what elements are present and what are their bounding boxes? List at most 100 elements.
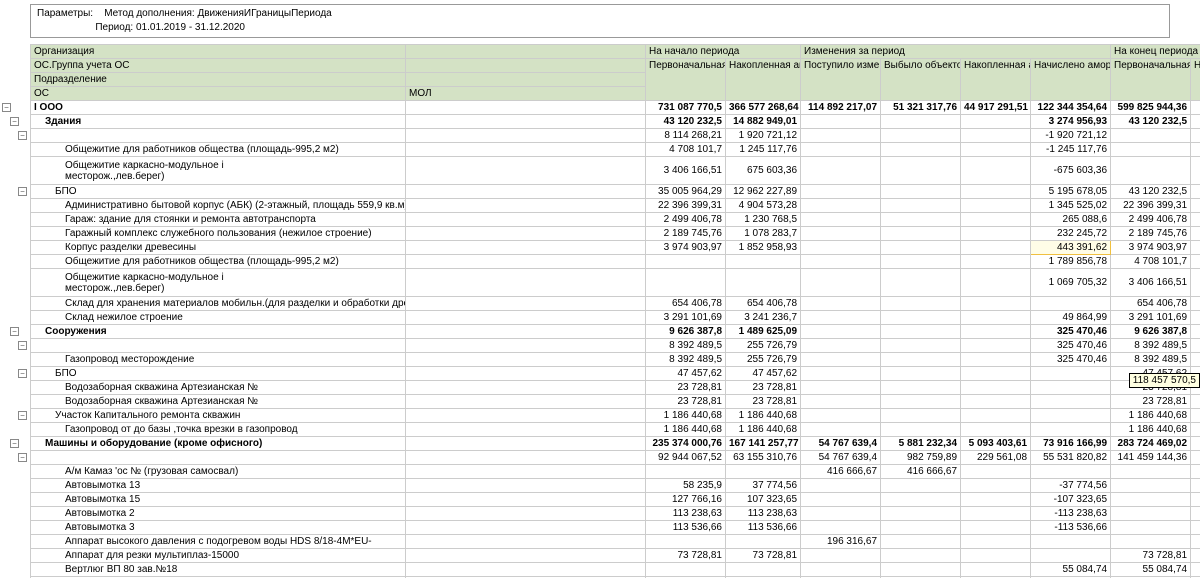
cell-c6[interactable]: 49 864,99 [1031,311,1111,325]
cell-c4[interactable] [881,549,961,563]
expand-toggle[interactable]: − [18,131,27,140]
cell-c8[interactable]: 1 7 [1191,255,1200,269]
cell-c1[interactable]: 8 392 489,5 [646,353,726,367]
expand-toggle[interactable]: − [10,327,19,336]
cell-c2[interactable] [726,563,801,577]
cell-c5[interactable] [961,185,1031,199]
cell-c4[interactable] [881,115,961,129]
cell-c5[interactable] [961,395,1031,409]
cell-c6[interactable]: -107 323,65 [1031,493,1111,507]
cell-c7[interactable]: 283 724 469,02 [1111,437,1191,451]
cell-c2[interactable] [726,535,801,549]
cell-c6[interactable]: 443 391,62 [1031,241,1111,255]
cell-c8[interactable] [1191,465,1200,479]
cell-c2[interactable]: 255 726,79 [726,353,801,367]
table-row[interactable]: Общежитие для работников общества (площа… [31,143,1200,157]
table-row[interactable]: Автовымотка 15127 766,16107 323,65-107 3… [31,493,1200,507]
cell-c4[interactable] [881,325,961,339]
cell-c6[interactable]: 55 531 820,82 [1031,451,1111,465]
cell-c7[interactable]: 2 189 745,76 [1111,227,1191,241]
cell-c4[interactable] [881,129,961,143]
cell-c1[interactable]: 92 944 067,52 [646,451,726,465]
cell-c5[interactable] [961,381,1031,395]
cell-c3[interactable] [801,311,881,325]
cell-c7[interactable] [1111,479,1191,493]
cell-c5[interactable] [961,325,1031,339]
cell-c5[interactable] [961,157,1031,185]
cell-c3[interactable] [801,549,881,563]
cell-c8[interactable] [1191,563,1200,577]
cell-c1[interactable]: 23 728,81 [646,381,726,395]
cell-c8[interactable]: 18 1 [1191,185,1200,199]
cell-c6[interactable]: -1 245 117,76 [1031,143,1111,157]
cell-c6[interactable] [1031,535,1111,549]
cell-c1[interactable]: 113 238,63 [646,507,726,521]
cell-c3[interactable]: 54 767 639,4 [801,437,881,451]
table-row[interactable]: 8 114 268,211 920 721,12-1 920 721,12 [31,129,1200,143]
cell-c4[interactable]: 51 321 317,76 [881,101,961,115]
table-row[interactable]: Газопровод месторождение8 392 489,5255 7… [31,353,1200,367]
expand-toggle[interactable]: − [2,103,11,112]
cell-c7[interactable]: 55 084,74 [1111,563,1191,577]
cell-c4[interactable] [881,535,961,549]
cell-c3[interactable] [801,381,881,395]
cell-c8[interactable]: 2 2 [1191,241,1200,255]
cell-c2[interactable]: 1 230 768,5 [726,213,801,227]
cell-c5[interactable] [961,115,1031,129]
cell-c7[interactable] [1111,465,1191,479]
cell-c3[interactable] [801,367,881,381]
cell-c2[interactable]: 366 577 268,64 [726,101,801,115]
cell-c7[interactable]: 1 186 440,68 [1111,409,1191,423]
cell-c3[interactable] [801,129,881,143]
cell-c1[interactable] [646,535,726,549]
cell-c5[interactable] [961,129,1031,143]
cell-c3[interactable] [801,409,881,423]
cell-c4[interactable] [881,227,961,241]
cell-c4[interactable] [881,381,961,395]
cell-c1[interactable]: 22 396 399,31 [646,199,726,213]
report-table[interactable]: Организация На начало периода Изменения … [30,44,1200,578]
cell-c1[interactable]: 3 406 166,51 [646,157,726,185]
cell-c6[interactable]: 3 274 956,93 [1031,115,1111,129]
cell-c3[interactable] [801,479,881,493]
expand-toggle[interactable]: − [18,341,27,350]
cell-c8[interactable] [1191,507,1200,521]
cell-c6[interactable]: 73 916 166,99 [1031,437,1111,451]
table-row[interactable]: Автовымотка 1358 235,937 774,56-37 774,5… [31,479,1200,493]
cell-c5[interactable] [961,549,1031,563]
table-row[interactable]: Автовымотка 3113 536,66113 536,66-113 53… [31,521,1200,535]
cell-c4[interactable] [881,311,961,325]
cell-c6[interactable]: 5 195 678,05 [1031,185,1111,199]
table-row[interactable]: Общежитие для работников общества (площа… [31,255,1200,269]
cell-c6[interactable] [1031,549,1111,563]
cell-c2[interactable]: 113 238,63 [726,507,801,521]
cell-c6[interactable]: -675 603,36 [1031,157,1111,185]
cell-c1[interactable]: 731 087 770,5 [646,101,726,115]
cell-c7[interactable]: 8 392 489,5 [1111,353,1191,367]
cell-c2[interactable]: 1 186 440,68 [726,409,801,423]
cell-c3[interactable] [801,563,881,577]
cell-c2[interactable]: 47 457,62 [726,367,801,381]
cell-c6[interactable] [1031,409,1111,423]
cell-c4[interactable] [881,367,961,381]
cell-c3[interactable] [801,423,881,437]
cell-c7[interactable] [1111,535,1191,549]
cell-c1[interactable]: 3 974 903,97 [646,241,726,255]
table-row[interactable]: Аппарат высокого давления с подогревом в… [31,535,1200,549]
cell-c3[interactable] [801,493,881,507]
expand-toggle[interactable]: − [18,411,27,420]
cell-c3[interactable] [801,185,881,199]
cell-c8[interactable]: 5 [1191,353,1200,367]
cell-c2[interactable] [726,255,801,269]
cell-c5[interactable] [961,409,1031,423]
cell-c7[interactable]: 1 186 440,68 [1111,423,1191,437]
cell-c8[interactable] [1191,297,1200,311]
table-row[interactable]: Здания43 120 232,514 882 949,013 274 956… [31,115,1200,129]
table-row[interactable]: Автовымотка 2113 238,63113 238,63-113 23… [31,507,1200,521]
cell-c8[interactable]: 1 1 [1191,409,1200,423]
cell-c1[interactable]: 4 708 101,7 [646,143,726,157]
cell-c2[interactable]: 4 904 573,28 [726,199,801,213]
cell-c5[interactable] [961,227,1031,241]
cell-c2[interactable]: 1 245 117,76 [726,143,801,157]
cell-c1[interactable]: 1 186 440,68 [646,409,726,423]
